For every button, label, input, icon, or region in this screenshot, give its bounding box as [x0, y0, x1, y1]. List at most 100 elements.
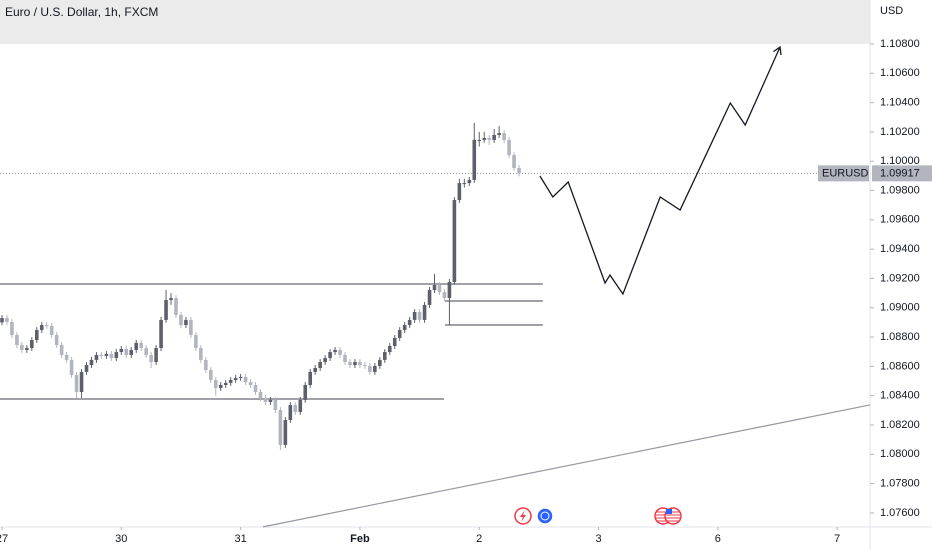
candle-body: [452, 200, 457, 282]
candle-body: [59, 344, 64, 355]
candle-body: [218, 384, 223, 388]
candle-body: [74, 375, 79, 393]
candle-body: [387, 346, 392, 353]
candle-body: [159, 319, 163, 349]
x-tick-label: 3: [595, 533, 601, 545]
candle-body: [283, 420, 288, 445]
candle-body: [10, 321, 14, 336]
candle-body: [437, 285, 442, 293]
candle-body: [517, 167, 521, 174]
last-price-tag: [872, 165, 932, 182]
candle-body: [104, 353, 109, 356]
candle-body: [30, 340, 34, 349]
candle-body: [119, 348, 124, 353]
candle-body: [273, 399, 278, 411]
candle-body: [313, 367, 317, 372]
candle-body: [258, 392, 263, 399]
candle-body: [502, 133, 506, 140]
event-icons: [514, 507, 682, 525]
y-tick-label: 1.07800: [880, 478, 920, 490]
candle-body: [373, 365, 377, 372]
candle-body: [64, 354, 69, 360]
candle-body: [477, 139, 482, 141]
y-tick-label: 1.10800: [880, 38, 920, 50]
candle-body: [348, 361, 352, 366]
candle-body: [20, 344, 24, 350]
x-tick-label: 2: [476, 533, 482, 545]
candle-body: [84, 365, 89, 372]
y-tick-label: 1.08800: [880, 331, 920, 343]
event-icon[interactable]: [536, 507, 554, 525]
y-tick-label: 1.09000: [880, 302, 920, 314]
candle-body: [124, 348, 129, 355]
candle-body: [457, 183, 462, 201]
candle-body: [154, 348, 158, 362]
x-tick-label: 27: [0, 533, 8, 545]
candle-body: [213, 380, 218, 388]
candle-body: [397, 330, 402, 338]
candle-body: [298, 399, 303, 412]
candle-body: [54, 335, 59, 345]
candle-body: [109, 353, 114, 359]
candle-body: [288, 405, 293, 421]
flag-stripes: [656, 511, 670, 522]
candle-body: [69, 359, 74, 376]
candle-body: [114, 352, 119, 359]
candle-body: [263, 398, 268, 402]
candle-body: [417, 312, 422, 320]
trend-line: [262, 404, 871, 528]
x-tick-label: Feb: [350, 533, 370, 545]
y-tick-label: 1.07600: [880, 507, 920, 519]
candle-body: [199, 348, 203, 360]
y-tick-label: 1.10200: [880, 126, 920, 138]
y-tick-label: 1.09400: [880, 243, 920, 255]
y-tick-label: 1.09600: [880, 214, 920, 226]
candle-body: [233, 377, 238, 381]
candle-body: [169, 298, 173, 300]
candle-body: [208, 370, 213, 381]
arrow-head: [773, 45, 782, 56]
candle-body: [303, 384, 308, 400]
candle-body: [89, 359, 94, 366]
candle-body: [243, 376, 248, 383]
chart-title: Euro / U.S. Dollar, 1h, FXCM: [5, 5, 158, 19]
y-tick-label: 1.10000: [880, 155, 920, 167]
candle-body: [318, 361, 322, 368]
candle-body: [15, 335, 19, 345]
candle-body: [194, 335, 198, 349]
candle-body: [492, 134, 496, 140]
candle-body: [343, 354, 347, 362]
y-tick-label: 1.08200: [880, 419, 920, 431]
candle-body: [223, 382, 228, 385]
x-tick-label: 7: [834, 533, 840, 545]
event-icon-glyph: [540, 511, 550, 521]
last-price-label: 1.09917: [880, 167, 920, 179]
candle-body: [189, 319, 193, 336]
candle-body: [238, 376, 243, 378]
candle-body: [248, 382, 253, 385]
candle-body: [0, 318, 4, 323]
candle-body: [378, 359, 382, 366]
currency-label: USD: [880, 5, 903, 17]
top-band: [0, 0, 870, 44]
candle-body: [228, 380, 233, 383]
candle-body: [402, 325, 407, 331]
candle-body: [512, 155, 516, 168]
candle-body: [328, 352, 332, 359]
candle-body: [447, 281, 452, 299]
candle-body: [144, 348, 148, 355]
x-tick-label: 6: [715, 533, 721, 545]
candle-body: [432, 285, 437, 291]
candle-body: [139, 342, 143, 349]
candle-body: [462, 183, 467, 185]
candle-body: [358, 361, 362, 366]
candle-body: [422, 304, 427, 320]
symbol-tag-label: EURUSD: [822, 167, 869, 179]
candle-body: [308, 371, 313, 385]
candle-body: [179, 314, 183, 326]
candle-body: [467, 179, 472, 184]
candle-body: [482, 138, 487, 140]
y-tick-label: 1.08000: [880, 448, 920, 460]
candle-body: [94, 354, 99, 360]
